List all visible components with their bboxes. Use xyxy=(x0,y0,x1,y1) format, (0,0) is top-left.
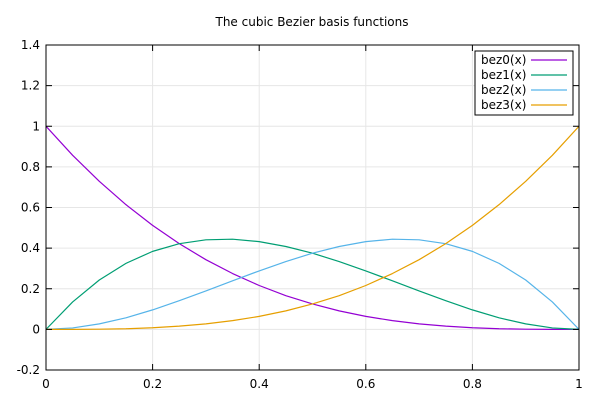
x-tick-label: 0 xyxy=(42,377,50,391)
legend-label: bez0(x) xyxy=(481,53,526,67)
y-tick-label: 1.2 xyxy=(21,79,40,93)
x-tick-label: 0.6 xyxy=(356,377,375,391)
ticks: 0 0.2 0.4 0.6 0.8 1-0.200.20.40.60.811.21.4 xyxy=(17,38,583,391)
series-layer xyxy=(45,125,580,330)
y-tick-label: 0 xyxy=(32,322,40,336)
x-tick-label: 0.8 xyxy=(463,377,482,391)
legend-box xyxy=(474,50,574,116)
y-tick-label: -0.2 xyxy=(17,363,40,377)
legend-label: bez3(x) xyxy=(481,98,526,112)
legend-label: bez2(x) xyxy=(481,83,526,97)
chart-title: The cubic Bezier basis functions xyxy=(215,15,409,29)
x-tick-label: 0.4 xyxy=(250,377,269,391)
y-tick-label: 0.2 xyxy=(21,282,40,296)
series-line-bez3x xyxy=(45,125,580,330)
y-tick-label: 1 xyxy=(32,119,40,133)
y-tick-label: 0.8 xyxy=(21,160,40,174)
y-tick-label: 0.6 xyxy=(21,201,40,215)
series-line-bez2x xyxy=(45,238,580,330)
legend: bez0(x)bez1(x)bez2(x)bez3(x) xyxy=(474,50,574,116)
y-tick-label: 0.4 xyxy=(21,241,40,255)
x-tick-label: 0.2 xyxy=(143,377,162,391)
x-tick-label: 1 xyxy=(575,377,583,391)
y-tick-label: 1.4 xyxy=(21,38,40,52)
legend-label: bez1(x) xyxy=(481,68,526,82)
